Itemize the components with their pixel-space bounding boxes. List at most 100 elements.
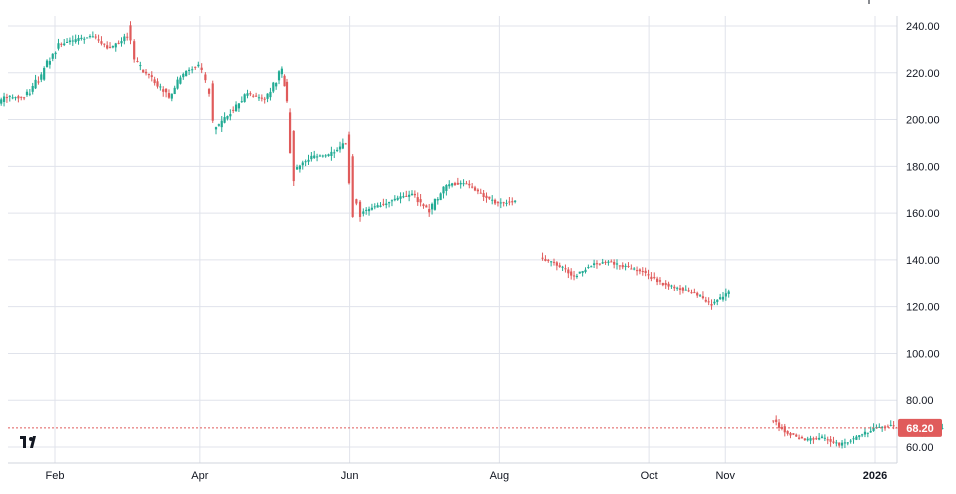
candle-body xyxy=(269,91,272,98)
x-tick-label: Nov xyxy=(715,470,735,482)
y-tick-label: 120.00 xyxy=(906,302,940,314)
candle-body xyxy=(40,74,43,80)
candle-body xyxy=(153,79,156,84)
candle-body xyxy=(14,97,17,99)
candle-body xyxy=(229,114,232,117)
x-tick-label: 2026 xyxy=(863,470,887,482)
candle-body xyxy=(103,43,106,45)
candle-body xyxy=(892,425,895,427)
candle-body xyxy=(453,183,457,185)
y-tick-label: 180.00 xyxy=(906,161,940,173)
candle-body xyxy=(367,208,371,212)
candle-body xyxy=(330,151,333,156)
candle-body xyxy=(159,86,162,88)
candle-body xyxy=(772,420,775,422)
candle-body xyxy=(558,265,561,268)
candle-body xyxy=(889,424,892,426)
candle-body xyxy=(468,183,471,186)
candle-body xyxy=(217,124,220,126)
candle-body xyxy=(200,67,203,70)
candle-body xyxy=(318,155,322,157)
candle-body xyxy=(832,441,835,443)
candle-body xyxy=(63,43,66,46)
candle-body xyxy=(136,61,139,63)
candle-body xyxy=(0,99,3,104)
candle-body xyxy=(826,439,829,441)
candle-body xyxy=(601,262,604,264)
candle-body xyxy=(48,61,51,65)
candle-body xyxy=(792,433,795,435)
candle-body xyxy=(255,95,258,97)
candle-body xyxy=(310,155,313,160)
candle-body xyxy=(505,202,508,204)
candle-body xyxy=(710,303,713,306)
candle-body xyxy=(881,426,884,428)
candle-body xyxy=(624,265,627,267)
candle-body xyxy=(156,81,159,87)
candle-body xyxy=(713,301,716,304)
candle-body xyxy=(17,96,20,99)
candle-body xyxy=(806,438,809,441)
candle-body xyxy=(333,152,336,154)
candle-body xyxy=(448,184,451,187)
candle-body xyxy=(419,199,422,203)
candle-body xyxy=(653,277,656,279)
candle-body xyxy=(150,75,153,78)
candle-body xyxy=(223,117,226,123)
candle-body xyxy=(462,183,465,185)
candle-body xyxy=(272,82,275,92)
candle-body xyxy=(240,101,243,103)
candle-body xyxy=(598,263,601,265)
candle-body xyxy=(687,290,690,292)
candle-body xyxy=(664,283,667,286)
candle-body xyxy=(341,143,344,149)
candle-body xyxy=(552,261,556,263)
candle-body xyxy=(298,165,301,170)
tradingview-logo-icon[interactable] xyxy=(20,436,36,448)
candle-body xyxy=(94,36,97,38)
candle-body xyxy=(358,201,362,217)
candle-body xyxy=(670,285,673,287)
candle-body xyxy=(232,109,235,111)
candle-body xyxy=(835,442,838,444)
candle-body xyxy=(610,261,613,263)
candle-body xyxy=(502,202,505,204)
candle-body xyxy=(280,68,283,75)
candle-body xyxy=(315,156,319,158)
candle-body xyxy=(673,286,676,289)
candle-body xyxy=(197,64,200,67)
candle-body xyxy=(351,156,354,217)
candle-body xyxy=(257,97,261,99)
candle-body xyxy=(344,143,347,145)
candle-body xyxy=(37,81,40,83)
axes xyxy=(8,0,898,464)
y-tick-label: 140.00 xyxy=(906,255,940,267)
candle-body xyxy=(176,79,179,89)
candle-body xyxy=(77,37,80,41)
candle-body xyxy=(243,94,246,102)
candle-body xyxy=(114,43,117,48)
candle-body xyxy=(373,206,376,208)
grid-lines xyxy=(8,16,897,463)
candle-body xyxy=(800,436,804,439)
candle-body xyxy=(28,93,31,95)
candle-body xyxy=(812,438,815,440)
candle-body xyxy=(226,116,229,119)
candle-body xyxy=(499,202,502,204)
candle-body xyxy=(376,205,379,208)
candle-body xyxy=(644,270,647,273)
candle-body xyxy=(405,195,408,197)
candle-body xyxy=(307,159,310,162)
candle-body xyxy=(170,93,173,99)
candle-body xyxy=(514,200,517,202)
candle-body xyxy=(775,419,778,423)
candle-body xyxy=(681,287,684,291)
candle-body xyxy=(555,262,558,266)
candle-body xyxy=(144,71,148,74)
candle-body xyxy=(164,88,168,93)
candle-body xyxy=(493,199,497,204)
candle-body xyxy=(396,197,399,200)
candle-body xyxy=(491,199,494,201)
